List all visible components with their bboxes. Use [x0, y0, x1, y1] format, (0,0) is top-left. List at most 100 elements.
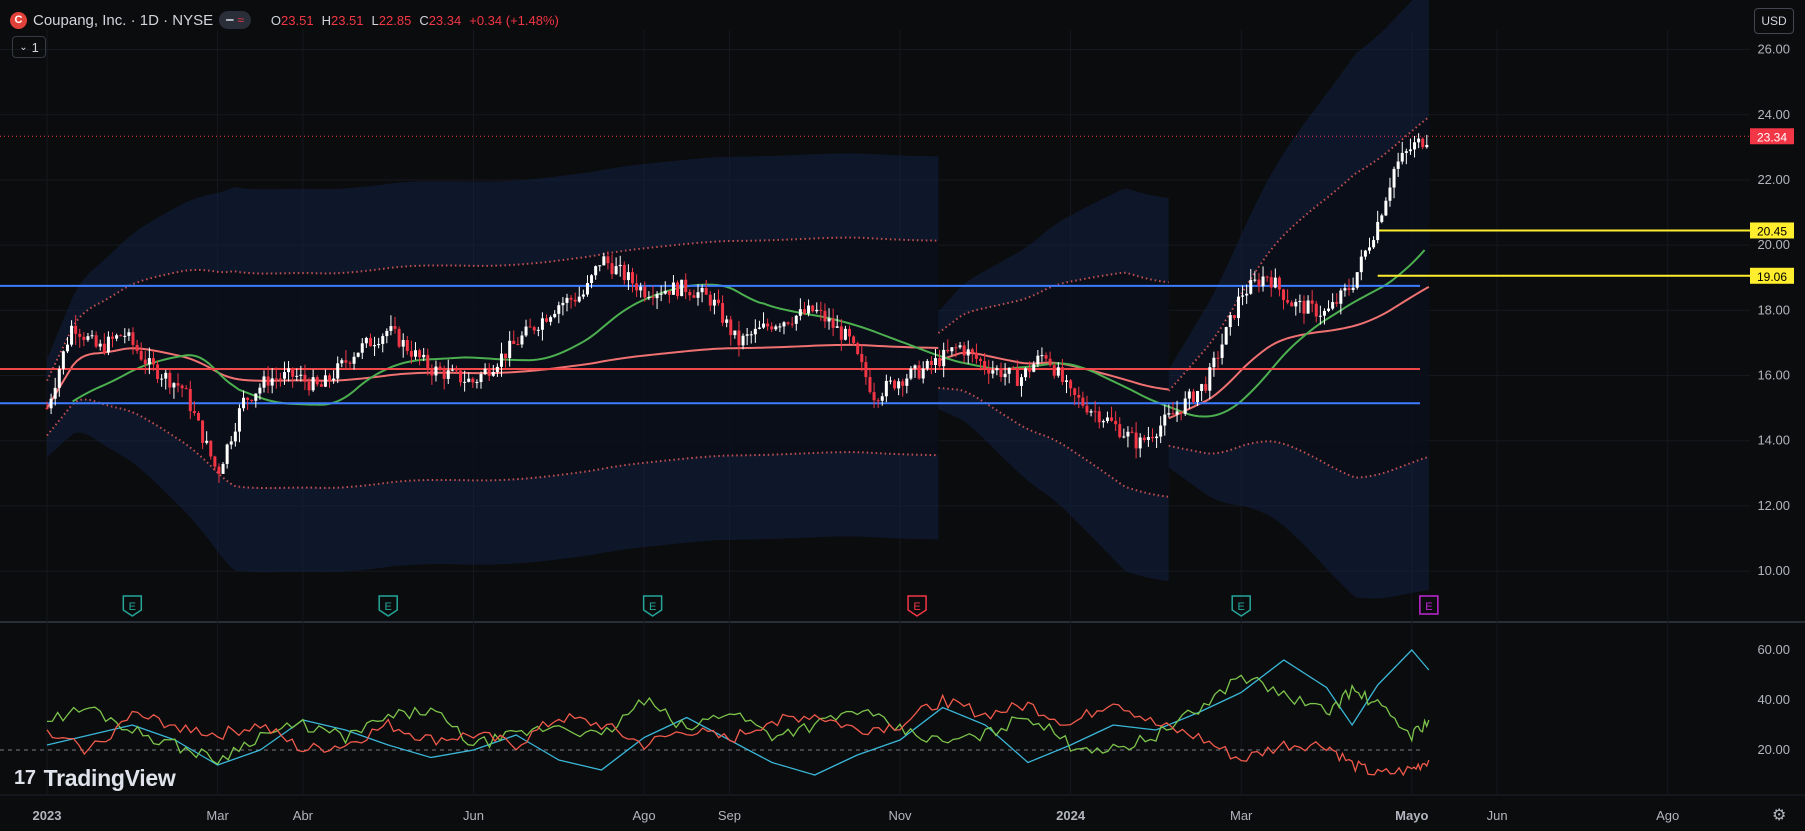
candle-body [1183, 398, 1187, 414]
candle-body [762, 323, 766, 328]
candle-body [733, 330, 737, 336]
candle-body [291, 368, 295, 377]
candle-body [1191, 391, 1195, 403]
candle-body [299, 374, 303, 376]
earnings-marker-icon[interactable] [907, 595, 927, 617]
candle-body [811, 305, 815, 312]
candle-body [802, 309, 806, 314]
open-value: 23.51 [281, 12, 314, 28]
candle-body [622, 264, 626, 281]
earnings-marker-label: E [1425, 601, 1432, 613]
candle-body [1212, 357, 1216, 368]
candle-body [1417, 138, 1421, 143]
candle-body [61, 351, 65, 369]
y-tick-label: 14.00 [1757, 433, 1790, 448]
collapse-indicators-button[interactable]: ⌄ 1 [12, 36, 46, 58]
candle-body [418, 350, 422, 358]
candle-body [639, 286, 643, 291]
candle-body [278, 378, 282, 380]
candle-body [626, 272, 630, 281]
candle-body [1396, 161, 1400, 169]
candle-body [606, 256, 610, 264]
candle-body [966, 349, 970, 356]
candle-body [1265, 276, 1269, 278]
candle-body [111, 336, 115, 339]
earnings-marker-icon[interactable] [642, 595, 663, 617]
candle-body [954, 347, 958, 349]
candle-body [1363, 250, 1367, 257]
candle-body [757, 327, 761, 329]
candle-body [676, 282, 680, 297]
candle-body [729, 319, 733, 336]
gear-icon[interactable]: ⚙ [1772, 807, 1787, 824]
candle-body [1105, 417, 1109, 422]
candle-body [454, 369, 458, 371]
candle-body [1155, 436, 1159, 439]
candle-body [1232, 315, 1236, 319]
candle-body [630, 272, 634, 284]
candle-body [340, 360, 344, 364]
candle-body [1097, 411, 1101, 423]
candle-body [557, 305, 561, 314]
candle-body [618, 264, 622, 267]
osc-y-tick-label: 40.00 [1757, 692, 1790, 707]
candle-body [901, 381, 905, 386]
earnings-marker-label: E [1238, 601, 1245, 613]
candle-body [753, 328, 757, 335]
candle-body [573, 299, 577, 302]
oscillator-series-line [46, 693, 1430, 777]
candle-body [1073, 388, 1077, 395]
symbol-title[interactable]: Coupang, Inc. · 1D · NYSE [33, 11, 214, 29]
candle-body [1118, 424, 1122, 438]
candle-body [1171, 413, 1175, 415]
candle-body [692, 295, 696, 298]
candle-body [532, 327, 536, 331]
candle-body [1355, 272, 1359, 288]
tradingview-wordmark: TradingView [43, 765, 176, 791]
candle-body [1343, 288, 1347, 291]
candle-body [57, 368, 61, 388]
candle-body [1003, 373, 1007, 378]
candle-body [700, 288, 704, 293]
candle-body [499, 353, 503, 367]
candle-body [1024, 368, 1028, 378]
candle-body [1282, 289, 1286, 301]
candle-body [323, 375, 327, 387]
candle-body [459, 370, 463, 383]
candle-body [196, 413, 200, 421]
candle-body [393, 326, 397, 329]
candle-body [246, 397, 250, 400]
candle-body [332, 378, 336, 381]
candle-body [946, 349, 950, 352]
currency-selector[interactable]: USD [1754, 8, 1794, 34]
candle-body [434, 366, 438, 376]
candle-body [991, 370, 995, 374]
chevron-down-icon: ⌄ [19, 41, 28, 53]
earnings-marker-icon[interactable] [378, 595, 398, 617]
close-value: 23.34 [428, 12, 462, 28]
candle-body [352, 356, 356, 364]
candle-body [1359, 256, 1363, 273]
candle-body [258, 387, 262, 394]
candle-body [1302, 300, 1306, 314]
candle-body [1236, 296, 1240, 319]
candle-body [970, 349, 974, 353]
candle-body [205, 440, 209, 443]
candle-body [1065, 380, 1069, 382]
candle-body [1286, 300, 1290, 303]
coupang-logo-icon: C [10, 11, 27, 29]
candle-body [274, 378, 278, 380]
earnings-marker-icon[interactable] [1419, 595, 1439, 615]
candle-body [1150, 436, 1154, 439]
candle-body [979, 358, 983, 362]
indicator-toggle-pill[interactable]: ━ ≈ [219, 11, 251, 29]
candle-body [430, 368, 434, 376]
candle-body [1347, 288, 1351, 290]
candle-body [1208, 367, 1212, 391]
candle-body [508, 340, 512, 359]
earnings-marker-icon[interactable] [122, 595, 143, 617]
candle-body [614, 266, 618, 275]
candle-body [671, 282, 675, 295]
earnings-marker-icon[interactable] [1231, 595, 1251, 617]
